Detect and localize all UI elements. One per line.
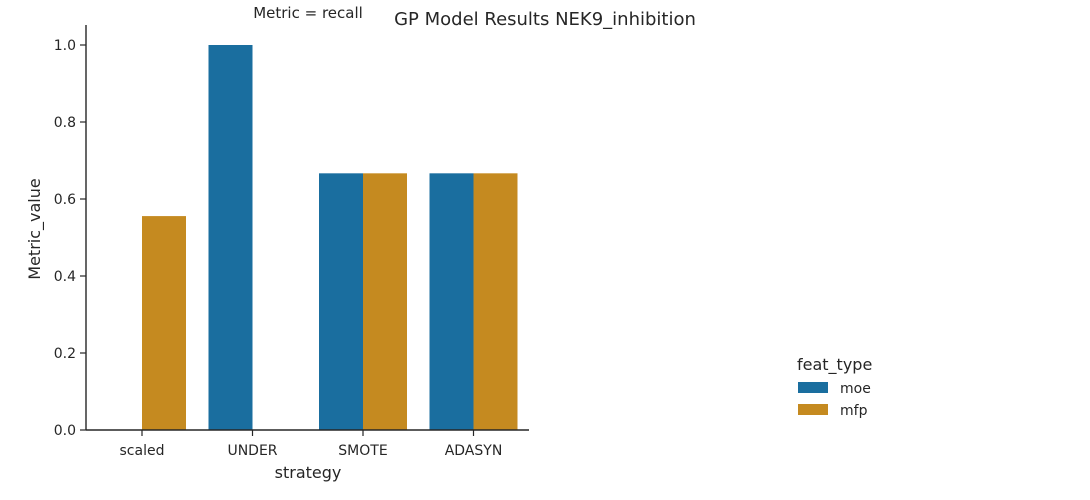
y-tick-label: 0.2 [54, 346, 76, 362]
y-tick-label: 0.6 [54, 192, 76, 208]
legend-items: moe mfp [798, 381, 871, 419]
y-axis-label: Metric_value [25, 178, 45, 279]
legend-title: feat_type [797, 355, 872, 375]
x-tick-label: UNDER [227, 443, 277, 459]
legend: feat_type moe mfp [797, 355, 872, 419]
y-tick-label: 0.8 [54, 115, 76, 131]
bar-mfp-scaled [142, 216, 186, 430]
legend-label-moe: moe [840, 381, 871, 397]
bar-moe-adasyn [429, 173, 474, 430]
legend-swatch-moe [798, 382, 828, 393]
y-ticks: 0.0 0.2 0.4 0.6 0.8 1.0 [54, 38, 86, 439]
bar-mfp-smote [363, 173, 407, 430]
x-axis-label: strategy [275, 463, 342, 482]
x-tick-label: SMOTE [338, 443, 387, 459]
y-tick-label: 0.0 [54, 423, 76, 439]
x-tick-label: scaled [120, 443, 165, 459]
y-tick-label: 1.0 [54, 38, 76, 54]
legend-label-mfp: mfp [840, 403, 868, 419]
bar-mfp-adasyn [473, 173, 518, 430]
x-ticks: scaled UNDER SMOTE ADASYN [120, 430, 503, 459]
x-tick-label: ADASYN [445, 443, 503, 459]
bars-group [142, 45, 518, 430]
legend-swatch-mfp [798, 404, 828, 415]
facet-title: Metric = recall [253, 4, 363, 22]
y-tick-label: 0.4 [54, 269, 76, 285]
chart-title: GP Model Results NEK9_inhibition [394, 9, 696, 30]
bar-moe-under [208, 45, 253, 430]
bar-moe-smote [319, 173, 363, 430]
